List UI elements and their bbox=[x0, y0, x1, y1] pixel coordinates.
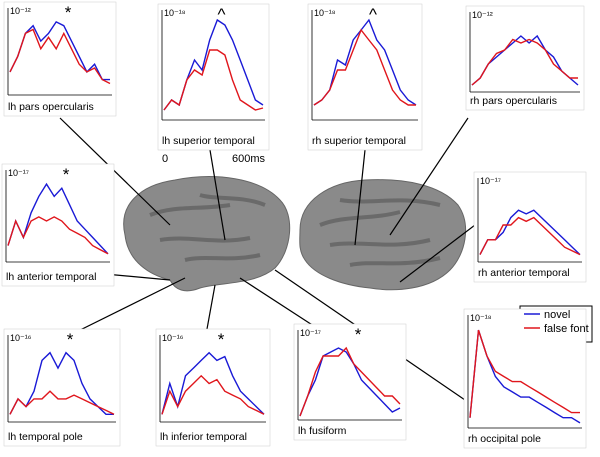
panel: 10⁻¹⁷ lh fusiform * bbox=[293, 323, 407, 441]
lh-brain bbox=[123, 176, 291, 292]
significance-marker: * bbox=[218, 330, 225, 349]
scale-label: 10⁻¹⁶ bbox=[10, 333, 32, 343]
series-line bbox=[299, 347, 401, 417]
panel-frame bbox=[473, 171, 587, 283]
significance-marker: * bbox=[63, 165, 70, 184]
panel-title: rh superior temporal bbox=[312, 135, 406, 147]
series-line bbox=[161, 374, 265, 415]
panel-frame bbox=[157, 3, 270, 151]
x-tick-label: 600ms bbox=[232, 153, 266, 165]
scale-label: 10⁻¹⁶ bbox=[162, 333, 184, 343]
significance-marker: * bbox=[65, 3, 72, 22]
series-line bbox=[163, 49, 264, 111]
panel-frame bbox=[3, 328, 121, 447]
panel: 10⁻¹² lh pars opercularis * bbox=[3, 1, 117, 117]
legend-label: false font bbox=[544, 323, 589, 335]
panel-title: rh pars opercularis bbox=[470, 95, 557, 107]
panel-title: rh anterior temporal bbox=[478, 267, 570, 279]
series-line bbox=[313, 28, 416, 106]
panel-title: lh superior temporal bbox=[162, 135, 255, 147]
significance-marker: ^ bbox=[218, 5, 226, 24]
significance-marker: * bbox=[67, 330, 74, 349]
panel: 10⁻¹² rh pars opercularis bbox=[465, 5, 585, 111]
panel-title: lh anterior temporal bbox=[6, 271, 96, 283]
panel-title: rh occipital pole bbox=[468, 433, 541, 445]
significance-marker: * bbox=[355, 325, 362, 344]
series-line bbox=[471, 38, 578, 86]
scale-label: 10⁻¹² bbox=[10, 6, 31, 16]
panel-frame bbox=[3, 1, 117, 117]
scale-label: 10⁻¹² bbox=[472, 10, 493, 20]
panel: 10⁻¹⁷ rh anterior temporal bbox=[473, 171, 587, 283]
panel: 10⁻¹⁷ lh anterior temporal * bbox=[1, 163, 115, 287]
panel-title: lh pars opercularis bbox=[8, 101, 94, 113]
significance-marker: ^ bbox=[369, 5, 377, 24]
scale-label: 10⁻¹⁷ bbox=[8, 168, 29, 178]
panel: 10⁻¹⁸ rh occipital pole bbox=[463, 308, 587, 449]
panel: 10⁻¹⁸ rh superior temporal ^ bbox=[307, 3, 423, 151]
panel: 10⁻¹⁶ lh temporal pole * bbox=[3, 328, 121, 447]
panel-title: lh temporal pole bbox=[8, 431, 83, 443]
series-line bbox=[469, 329, 580, 418]
panel-frame bbox=[1, 163, 115, 287]
panel-frame bbox=[463, 308, 587, 449]
x-tick-label: 0 bbox=[162, 153, 168, 165]
panel-frame bbox=[307, 3, 423, 151]
series-line bbox=[9, 28, 111, 85]
scale-label: 10⁻¹⁸ bbox=[470, 313, 492, 323]
panel-frame bbox=[293, 323, 407, 441]
series-line bbox=[299, 346, 401, 417]
series-line bbox=[7, 216, 109, 255]
panel-title: lh inferior temporal bbox=[160, 431, 247, 443]
series-line bbox=[9, 390, 115, 415]
scale-label: 10⁻¹⁷ bbox=[480, 176, 501, 186]
panel: 10⁻¹⁸ lh superior temporal ^ 0 600ms bbox=[157, 3, 270, 165]
scale-label: 10⁻¹⁸ bbox=[164, 8, 186, 18]
series-line bbox=[161, 351, 265, 415]
scale-label: 10⁻¹⁷ bbox=[300, 328, 321, 338]
panel-title: lh fusiform bbox=[298, 425, 347, 437]
panel-frame bbox=[155, 328, 271, 447]
scale-label: 10⁻¹⁸ bbox=[314, 8, 336, 18]
legend-label: novel bbox=[544, 309, 570, 321]
panel-frame bbox=[465, 5, 585, 111]
panel: 10⁻¹⁶ lh inferior temporal * bbox=[155, 328, 271, 447]
series-line bbox=[479, 216, 581, 256]
rh-brain bbox=[299, 179, 466, 291]
